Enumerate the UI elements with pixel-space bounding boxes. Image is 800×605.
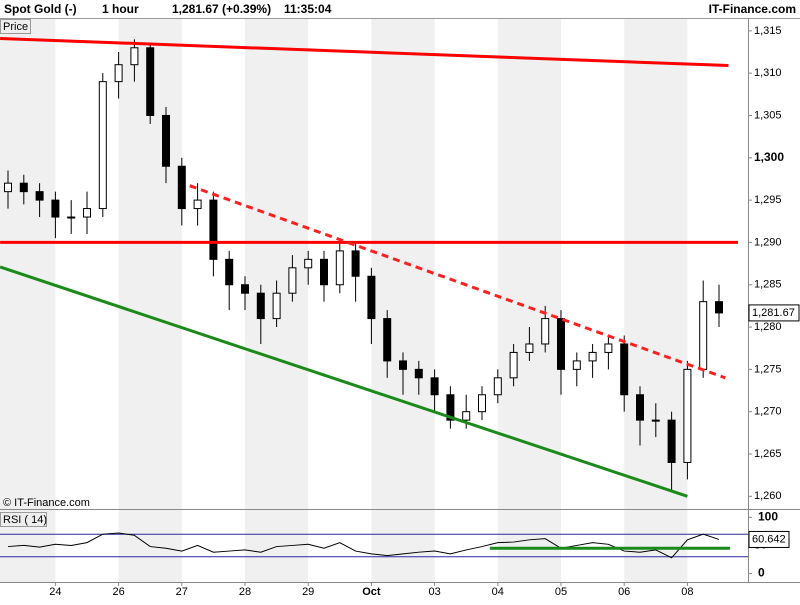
- candle-body: [541, 318, 550, 345]
- candle-body: [446, 394, 455, 421]
- y-tick-label: 100: [758, 509, 778, 523]
- candle-body: [114, 64, 123, 83]
- candle-body: [557, 318, 565, 370]
- y-tick-label: 0: [758, 566, 765, 580]
- candle-body: [667, 419, 676, 463]
- candle-body: [241, 284, 249, 294]
- candle-body: [715, 301, 723, 314]
- candle-body: [509, 351, 518, 379]
- x-tick-label: 27: [176, 586, 188, 598]
- candle-body: [399, 360, 407, 370]
- candle-body: [225, 258, 234, 286]
- candle-body: [272, 292, 281, 320]
- panel-label: RSI ( 14): [3, 514, 47, 526]
- candle-body: [335, 250, 344, 286]
- x-tick-label: 26: [112, 586, 124, 598]
- candle-body: [699, 301, 708, 370]
- candle-body: [4, 182, 12, 193]
- day-band: [371, 19, 435, 582]
- candle-body: [525, 343, 534, 353]
- last-price-box: [748, 304, 800, 322]
- x-tick-label: 24: [49, 586, 61, 598]
- y-tick-label: 1,290: [754, 236, 782, 248]
- candle-body: [572, 360, 581, 370]
- interval: 1 hour: [102, 2, 139, 16]
- candle-body: [604, 343, 613, 353]
- candle-body: [383, 318, 392, 362]
- x-tick-label: 29: [302, 586, 314, 598]
- trend-line: [0, 36, 729, 68]
- candle-body: [193, 199, 202, 210]
- candle-body: [478, 394, 486, 413]
- y-tick-label: 1,280: [754, 321, 782, 333]
- quote: 1,281.67 (+0.39%): [172, 2, 271, 16]
- candle-body: [177, 165, 186, 210]
- x-tick-label: Oct: [362, 586, 381, 598]
- instrument: Spot Gold (-): [4, 2, 77, 16]
- brand: IT-Finance.com: [709, 2, 796, 16]
- copyright: © IT-Finance.com: [3, 497, 90, 509]
- last-price-label: 1,281.67: [752, 307, 795, 319]
- rsi-line: [7, 532, 720, 559]
- panel-label: Price: [3, 21, 28, 33]
- trend-line: [189, 184, 726, 380]
- candle-body: [304, 258, 313, 269]
- x-tick-label: 05: [555, 586, 567, 598]
- candle-body: [367, 275, 376, 320]
- day-band: [624, 19, 688, 582]
- y-tick-label: 1,305: [754, 109, 782, 121]
- candle-body: [683, 368, 692, 463]
- y-tick-label: 1,295: [754, 194, 782, 206]
- candle-body: [651, 419, 660, 422]
- time: 11:35:04: [284, 2, 332, 16]
- x-tick-label: 08: [681, 586, 693, 598]
- candle-body: [320, 258, 328, 286]
- x-tick-label: 04: [492, 586, 504, 598]
- candle-body: [19, 182, 28, 193]
- candle-body: [620, 343, 629, 396]
- y-tick-label: 1,260: [754, 490, 782, 502]
- candle-body: [351, 250, 360, 277]
- x-tick-label: 28: [239, 586, 251, 598]
- candle-body: [67, 216, 76, 219]
- day-bands: [0, 19, 688, 582]
- candle-body: [98, 81, 107, 210]
- y-tick-label: 1,300: [754, 150, 784, 164]
- candle-body: [493, 377, 502, 396]
- candle-body: [462, 411, 471, 421]
- panel-label-box: [0, 512, 47, 527]
- candle-body: [414, 368, 423, 379]
- rsi-value-box: [748, 530, 790, 548]
- y-tick-label: 1,265: [754, 448, 782, 460]
- candle-body: [209, 199, 218, 260]
- y-tick-label: 1,310: [754, 67, 782, 79]
- y-tick-label: 1,275: [754, 363, 782, 375]
- candle-body: [636, 394, 644, 421]
- candle-body: [51, 199, 60, 218]
- y-tick-label: 1,315: [754, 25, 782, 37]
- panel-label-box: [0, 19, 31, 34]
- x-tick-label: 06: [618, 586, 630, 598]
- rsi-value-label: 60.642: [752, 533, 786, 545]
- candle-body: [256, 292, 265, 320]
- candle-body: [162, 114, 170, 167]
- candle-body: [146, 47, 155, 116]
- candle-body: [83, 208, 91, 218]
- candle-body: [130, 47, 139, 66]
- candle-body: [588, 351, 597, 362]
- candle-body: [288, 267, 297, 294]
- day-band: [0, 19, 56, 582]
- candle-body: [430, 377, 439, 396]
- trend-line: [0, 265, 688, 498]
- y-tick-label: 1,285: [754, 279, 782, 291]
- candle-body: [35, 191, 44, 201]
- x-tick-label: 03: [428, 586, 440, 598]
- y-tick-label: 1,270: [754, 406, 782, 418]
